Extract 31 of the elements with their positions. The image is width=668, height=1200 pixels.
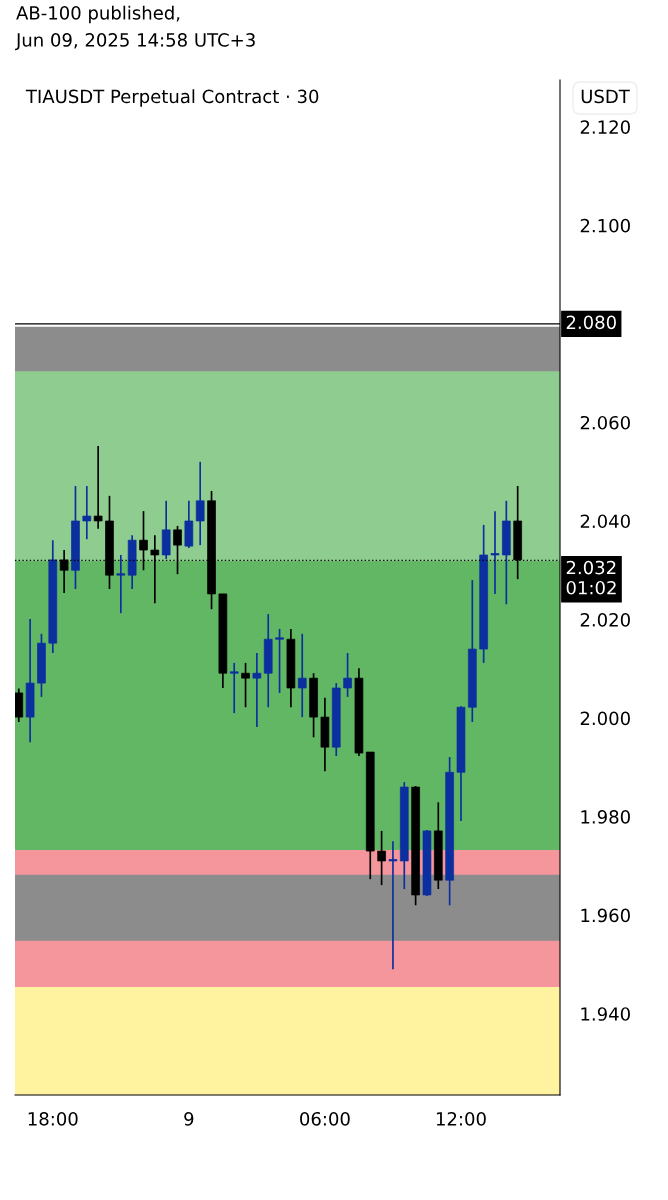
y-tick-label: 2.120 bbox=[580, 120, 630, 134]
y-tick-label: 1.980 bbox=[581, 810, 630, 824]
candlestick bbox=[343, 652, 352, 698]
candlestick bbox=[377, 830, 386, 886]
x-tick-label: 06:00 bbox=[300, 1111, 350, 1126]
candlestick bbox=[241, 662, 250, 709]
y-tick-label: 1.960 bbox=[581, 908, 630, 923]
y-axis-title: USDT bbox=[581, 89, 630, 104]
candlestick bbox=[297, 632, 307, 718]
candlestick bbox=[195, 461, 205, 546]
y-tick-label: 2.020 bbox=[580, 612, 630, 627]
candlestick bbox=[82, 485, 92, 541]
x-tick-label: 9 bbox=[184, 1111, 194, 1126]
y-tick-label: 2.000 bbox=[580, 711, 630, 726]
candlestick bbox=[490, 510, 500, 595]
chart-title: AB-100 published, Jun 09, 2025 14:58 UTC+3 bbox=[15, 5, 255, 51]
candlestick bbox=[229, 662, 239, 714]
x-tick-label: 18:00 bbox=[28, 1111, 78, 1126]
candlestick bbox=[252, 652, 262, 728]
candlestick bbox=[93, 445, 103, 530]
candlestick bbox=[116, 554, 126, 614]
y-tick-label: 2.100 bbox=[580, 218, 630, 233]
y-tick-label: 1.940 bbox=[581, 1007, 630, 1021]
ref-line-label: 2.032 01:02 bbox=[566, 560, 616, 595]
ref-line-label: 2.080 bbox=[566, 315, 616, 330]
candlestick bbox=[275, 628, 284, 694]
candlestick bbox=[388, 840, 398, 971]
x-tick-label: 12:00 bbox=[436, 1111, 486, 1126]
y-tick-label: 2.060 bbox=[580, 415, 630, 430]
chart-subtitle: TIAUSDT Perpetual Contract · 30 bbox=[25, 89, 319, 107]
y-tick-label: 2.040 bbox=[580, 514, 630, 529]
